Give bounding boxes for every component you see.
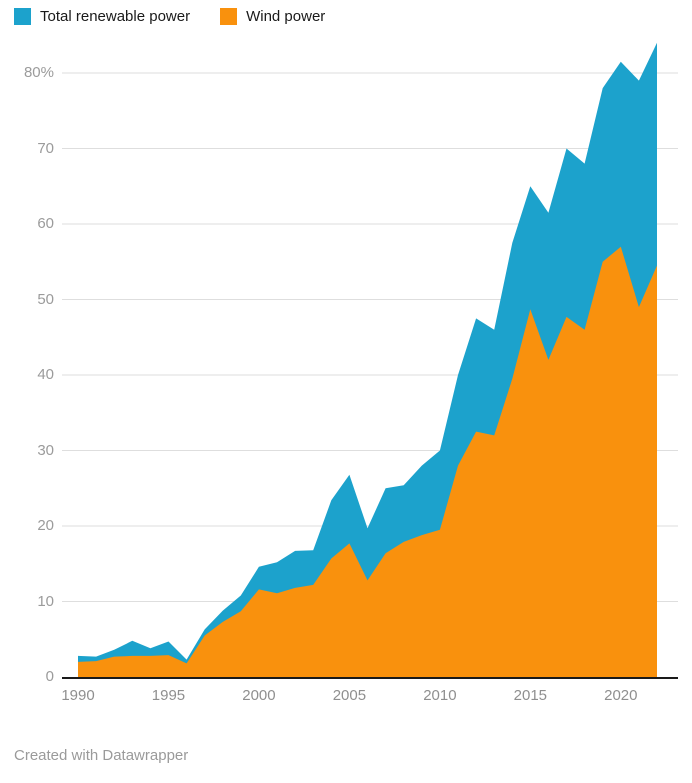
x-axis-tick-label: 2015 [513, 687, 548, 704]
x-axis-tick-label: 2020 [604, 687, 638, 704]
y-axis-tick-label: 80% [23, 64, 54, 81]
x-axis-tick-label: 2000 [242, 687, 276, 704]
y-axis-tick-label: 60 [37, 215, 54, 232]
x-axis-tick-label: 2010 [423, 687, 457, 704]
datawrapper-attribution: Created with Datawrapper [14, 747, 189, 764]
y-axis-tick-label: 30 [37, 441, 54, 459]
y-axis-tick-label: 20 [37, 517, 54, 534]
y-axis-tick-label: 70 [37, 139, 54, 157]
y-axis-tick-label: 40 [37, 366, 54, 383]
y-axis-tick-label: 10 [37, 592, 54, 610]
y-axis-tick-label: 0 [45, 668, 54, 685]
legend-label-wind: Wind power [246, 8, 326, 25]
legend-label-total-renewable: Total renewable power [40, 8, 191, 25]
legend-swatch-wind [220, 8, 238, 25]
x-axis-tick-label: 1995 [151, 687, 186, 704]
wind-power-area [78, 246, 657, 677]
y-axis-tick-label: 50 [37, 290, 54, 308]
legend-swatch-total-renewable [14, 8, 31, 25]
x-axis-tick-label: 2005 [332, 687, 367, 704]
x-axis-tick-label: 1990 [61, 687, 95, 704]
chart-legend: Total renewable power Wind power [14, 8, 325, 25]
legend-item-wind: Wind power [220, 8, 325, 25]
legend-item-total-renewable: Total renewable power [14, 8, 190, 25]
